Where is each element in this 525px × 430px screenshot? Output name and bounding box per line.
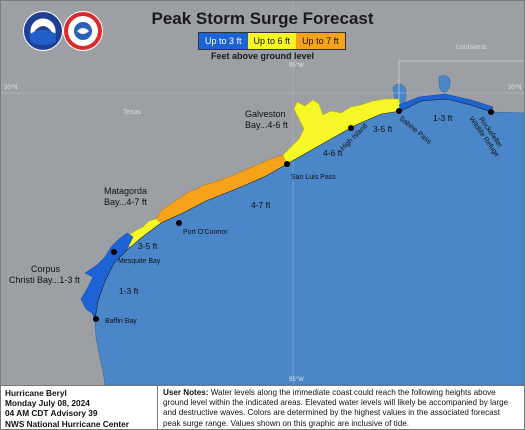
calcasieu-lake <box>438 75 451 94</box>
bay-label-corpus-1: Corpus <box>31 264 61 274</box>
surge-range-label-4: 4-7 ft <box>251 200 271 210</box>
place-label-baffin-bay: Baffin Bay <box>105 318 137 325</box>
noaa-logo-icon <box>23 11 63 51</box>
point-sabine-pass <box>396 108 402 114</box>
lat-label-right: 30°N <box>508 85 521 91</box>
place-label-port-oconnor: Port O'Connor <box>183 229 228 236</box>
issuing-center: NWS National Hurricane Center <box>5 418 130 429</box>
nws-logo-icon <box>63 11 103 51</box>
bay-label-galveston-2: Bay...4-6 ft <box>245 120 288 130</box>
surge-range-label-6: 1-3 ft <box>119 286 139 296</box>
advisory-info: Hurricane Beryl Monday July 08, 2024 04 … <box>1 386 158 429</box>
map-title: Peak Storm Surge Forecast <box>151 9 374 28</box>
storm-name: Hurricane Beryl <box>5 388 67 398</box>
legend-item-up-to-7ft: Up to 7 ft <box>296 33 345 49</box>
point-baffin-bay <box>93 316 99 322</box>
user-notes-label: User Notes: <box>163 388 209 397</box>
legend-caption: Feet above ground level <box>210 51 315 61</box>
bay-label-galveston-1: Galveston <box>245 109 286 119</box>
point-rockefeller <box>488 109 494 115</box>
legend-item-up-to-3ft: Up to 3 ft <box>199 33 248 49</box>
surge-map: 30°N 30°N 95°W 95°W Texas Louisiana Galv… <box>1 1 524 385</box>
bay-label-galveston: Galveston Bay...4-6 ft <box>245 109 288 130</box>
bay-label-matagorda: Matagorda Bay...4-7 ft <box>104 186 150 207</box>
surge-range-label-3: 4-6 ft <box>323 148 343 158</box>
state-label-texas: Texas <box>123 109 142 116</box>
footer: Hurricane Beryl Monday July 08, 2024 04 … <box>1 385 524 429</box>
point-mesquite-bay <box>111 249 117 255</box>
bay-label-corpus: Corpus Christi Bay...1-3 ft <box>9 264 80 285</box>
surge-range-label-2: 3-5 ft <box>373 124 393 134</box>
point-port-oconnor <box>176 220 182 226</box>
bay-label-corpus-2: Christi Bay...1-3 ft <box>9 275 80 285</box>
state-label-louisiana: Louisiana <box>456 44 486 51</box>
advisory-number: 04 AM CDT Advisory 39 <box>5 408 98 419</box>
point-high-island <box>348 125 354 131</box>
user-notes: User Notes: Water levels along the immed… <box>158 386 524 429</box>
surge-range-label-5: 3-5 ft <box>138 241 158 251</box>
surge-legend: Up to 3 ft Up to 6 ft Up to 7 ft <box>198 32 346 50</box>
lon-label-bottom: 95°W <box>289 377 304 383</box>
lon-label-top: 95°W <box>289 63 304 69</box>
coastline <box>94 98 492 320</box>
place-label-san-luis-pass: San Luis Pass <box>291 174 336 181</box>
advisory-date: Monday July 08, 2024 <box>5 398 90 409</box>
lat-label-left: 30°N <box>4 85 17 91</box>
place-label-mesquite-bay: Mesquite Bay <box>118 258 161 265</box>
user-notes-text: Water levels along the immediate coast c… <box>163 388 509 428</box>
point-san-luis-pass <box>284 161 290 167</box>
bay-label-matagorda-2: Bay...4-7 ft <box>104 197 147 207</box>
bay-label-matagorda-1: Matagorda <box>104 186 147 196</box>
legend-item-up-to-6ft: Up to 6 ft <box>247 33 297 49</box>
surge-range-label-1: 1-3 ft <box>433 113 453 123</box>
